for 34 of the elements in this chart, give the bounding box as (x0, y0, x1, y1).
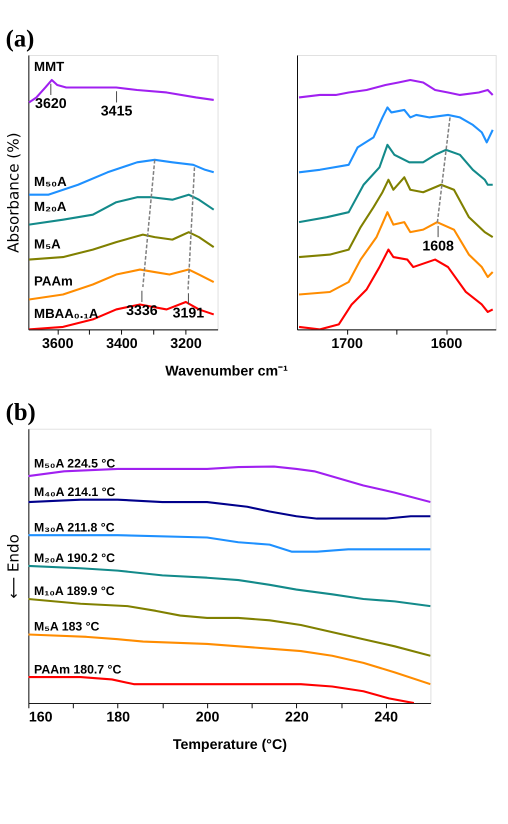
x-tick-label: 3600 (42, 336, 74, 352)
series-label: PAAm 180.7 °C (34, 662, 122, 676)
series-label: M₃₀A 211.8 °C (34, 520, 115, 534)
series-label: M₄₀A 214.1 °C (34, 484, 116, 499)
series-label: M₅A (34, 236, 62, 252)
x-tick-label: 3200 (170, 336, 202, 352)
x-tick-label: 3400 (106, 336, 138, 352)
x-tick-label: 200 (196, 710, 220, 726)
series-label: PAAm (34, 274, 73, 289)
chart-title: (b) (6, 399, 36, 426)
annotation: 3336 (126, 303, 158, 320)
x-tick-label: 240 (374, 710, 398, 726)
series-label: MMT (34, 59, 64, 74)
annotation: 3415 (100, 104, 132, 120)
x-tick-label: 1700 (331, 336, 364, 352)
x-axis-title: Wavenumber cm⁻¹ (165, 363, 288, 380)
x-tick-label: 220 (285, 710, 309, 726)
x-axis-title: Temperature (°C) (172, 736, 288, 753)
x-tick-label: 160 (28, 710, 53, 726)
series-label: M₁₀A 189.9 °C (34, 584, 115, 598)
series-label: M₅₀A (34, 174, 68, 189)
x-tick-label: 180 (106, 710, 130, 726)
y-axis-title: ⟵ Endo (4, 534, 22, 599)
series-label: M₅A 183 °C (34, 620, 100, 634)
x-tick-label: 1600 (430, 336, 462, 352)
series-label: M₂₀A (34, 198, 67, 214)
y-axis-title: Absorbance (%) (4, 132, 22, 253)
chart-title: (a) (6, 26, 34, 53)
annotation: 1608 (422, 238, 454, 254)
annotation: 3620 (35, 96, 67, 112)
series-label: MBAA₀.₁A (34, 306, 99, 322)
series-label: M₂₀A 190.2 °C (34, 551, 116, 566)
annotation: 3191 (172, 306, 204, 322)
series-label: M₅₀A 224.5 °C (34, 456, 116, 471)
